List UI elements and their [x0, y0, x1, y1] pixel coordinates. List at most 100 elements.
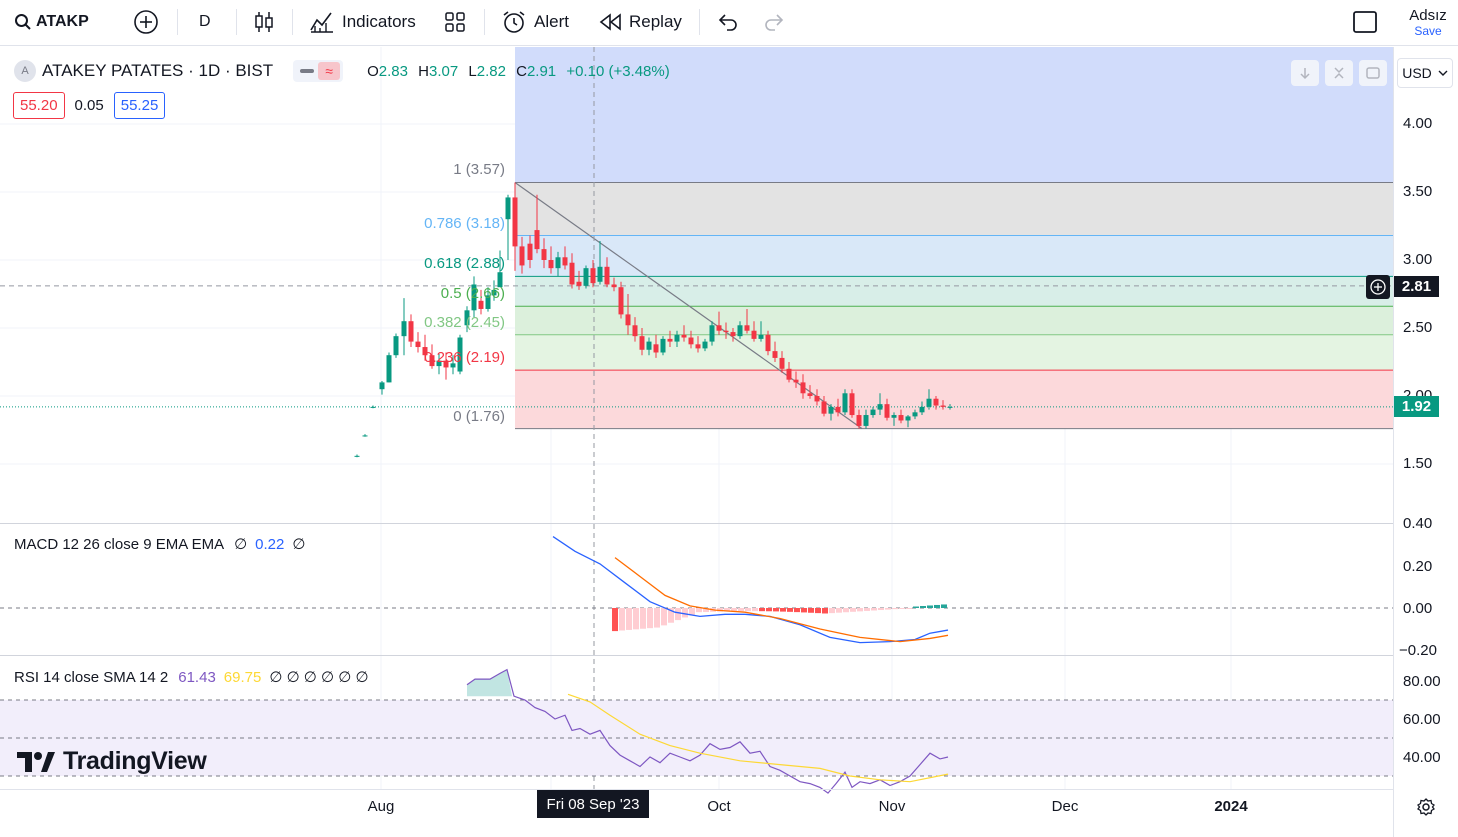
price-axis-label: 1.50 — [1403, 455, 1433, 472]
macd-histogram-bar — [920, 605, 926, 608]
pane-separator[interactable] — [0, 523, 1393, 524]
candle-body — [491, 289, 497, 296]
interval-button[interactable]: D — [199, 0, 211, 44]
symbol-search-button[interactable]: ATAKP — [14, 0, 89, 44]
fib-zone — [515, 306, 1393, 335]
candle-body — [362, 435, 368, 437]
candle-body — [947, 406, 953, 408]
macd-histogram-bar — [752, 608, 758, 612]
compare-symbol-button[interactable] — [133, 0, 159, 44]
candle-body — [646, 341, 652, 350]
legend-title[interactable]: ATAKEY PATATES · 1D · BIST — [42, 61, 274, 80]
symbol-text: ATAKP — [36, 13, 89, 30]
wave-icon[interactable]: ≈ — [318, 62, 341, 80]
macd-histogram-bar — [934, 604, 940, 608]
price-axis-label: 2.50 — [1403, 319, 1433, 336]
macd-histogram-bar — [703, 608, 709, 613]
maximize-pane-button[interactable] — [1359, 60, 1387, 86]
macd-histogram-bar — [773, 608, 779, 612]
grid-icon — [445, 12, 465, 32]
fib-zone — [515, 334, 1393, 371]
alert-label: Alert — [534, 12, 569, 31]
macd-histogram-bar — [682, 608, 688, 618]
candle-body — [562, 257, 568, 266]
redo-button[interactable] — [763, 0, 785, 44]
macd-histogram-bar — [633, 608, 639, 630]
candle-body — [667, 338, 673, 342]
candle-body — [393, 336, 399, 356]
candle-body — [884, 404, 890, 418]
time-axis-label: Nov — [878, 798, 906, 815]
collapse-button[interactable] — [1325, 60, 1353, 86]
candle-body — [716, 325, 722, 331]
legend-toggle-buttons[interactable]: ≈ — [293, 60, 344, 82]
rewind-icon — [599, 13, 621, 31]
rsi-line — [466, 668, 949, 794]
candle-body — [765, 334, 771, 352]
candle-body — [597, 266, 603, 282]
candle-body — [548, 260, 554, 269]
chart-canvas[interactable] — [0, 47, 1393, 837]
candle-body — [611, 284, 617, 288]
candle-body — [786, 368, 792, 380]
save-label: Save — [1414, 24, 1442, 38]
tradingview-watermark[interactable]: TradingView — [17, 747, 207, 776]
macd-histogram-bar — [829, 608, 835, 614]
candle-body — [653, 344, 659, 353]
rsi-legend: RSI 14 close SMA 14 2 61.43 69.75 ∅ ∅ ∅ … — [14, 668, 369, 687]
macd-axis-label: −0.20 — [1399, 642, 1437, 659]
templates-button[interactable] — [444, 0, 466, 44]
macd-legend: MACD 12 26 close 9 EMA EMA ∅ 0.22 ∅ — [14, 535, 305, 554]
undo-button[interactable] — [717, 0, 739, 44]
candle-body — [919, 406, 925, 413]
currency-select[interactable]: USD — [1397, 58, 1453, 88]
candlestick-icon — [255, 12, 273, 32]
candle-body — [863, 415, 869, 426]
undo-icon — [718, 14, 737, 31]
macd-histogram-bar — [780, 608, 786, 612]
bid-button[interactable]: 55.20 — [13, 92, 65, 119]
change-value: +0.10 (+3.48%) — [566, 62, 670, 80]
candle-body — [436, 360, 442, 367]
symbol-logo[interactable]: A — [14, 60, 36, 82]
low-value: 2.82 — [476, 62, 506, 80]
ask-button[interactable]: 55.25 — [113, 92, 166, 119]
pane-separator[interactable] — [0, 655, 1393, 656]
crosshair-date-tag: Fri 08 Sep '23 — [537, 790, 649, 818]
scroll-down-button[interactable] — [1291, 60, 1319, 86]
candle-body — [512, 197, 518, 247]
macd-label[interactable]: MACD 12 26 close 9 EMA EMA — [14, 535, 225, 553]
candle-body — [583, 268, 589, 286]
alert-button[interactable]: Alert — [501, 0, 569, 44]
crosshair-plus-button[interactable] — [1366, 275, 1390, 299]
candle-body — [856, 415, 862, 426]
fib-level-label: 0 (1.76) — [453, 407, 505, 425]
macd-histogram-bar — [619, 608, 625, 631]
candle-body — [877, 404, 883, 410]
macd-axis-label: 0.00 — [1403, 600, 1433, 617]
macd-histogram-bar — [738, 608, 744, 612]
candle-body — [709, 325, 715, 342]
rsi-other-values: ∅ ∅ ∅ ∅ ∅ ∅ — [269, 669, 369, 686]
indicators-button[interactable]: Indicators — [309, 0, 416, 44]
candle-body — [744, 325, 750, 331]
macd-histogram-bar — [822, 608, 828, 614]
fullscreen-button[interactable] — [1352, 0, 1378, 44]
fib-zone — [515, 47, 1393, 183]
candle-body — [534, 230, 540, 250]
candle-body — [758, 334, 764, 339]
minus-icon[interactable] — [300, 69, 315, 73]
rsi-label[interactable]: RSI 14 close SMA 14 2 — [14, 668, 169, 686]
chart-type-button[interactable] — [254, 0, 274, 44]
replay-button[interactable]: Replay — [599, 0, 682, 44]
candle-body — [370, 406, 376, 408]
rsi-sma-line — [567, 693, 949, 783]
price-axis-label: 3.00 — [1403, 251, 1433, 268]
price-axis-label: 4.00 — [1403, 115, 1433, 132]
time-axis-label: Dec — [1051, 798, 1079, 815]
redo-icon — [765, 14, 784, 31]
macd-histogram-bar — [941, 604, 947, 608]
chart-settings-button[interactable] — [1413, 795, 1439, 819]
layout-name-button[interactable]: Adsız Save — [1402, 7, 1454, 38]
macd-axis-label: 0.20 — [1403, 558, 1433, 575]
